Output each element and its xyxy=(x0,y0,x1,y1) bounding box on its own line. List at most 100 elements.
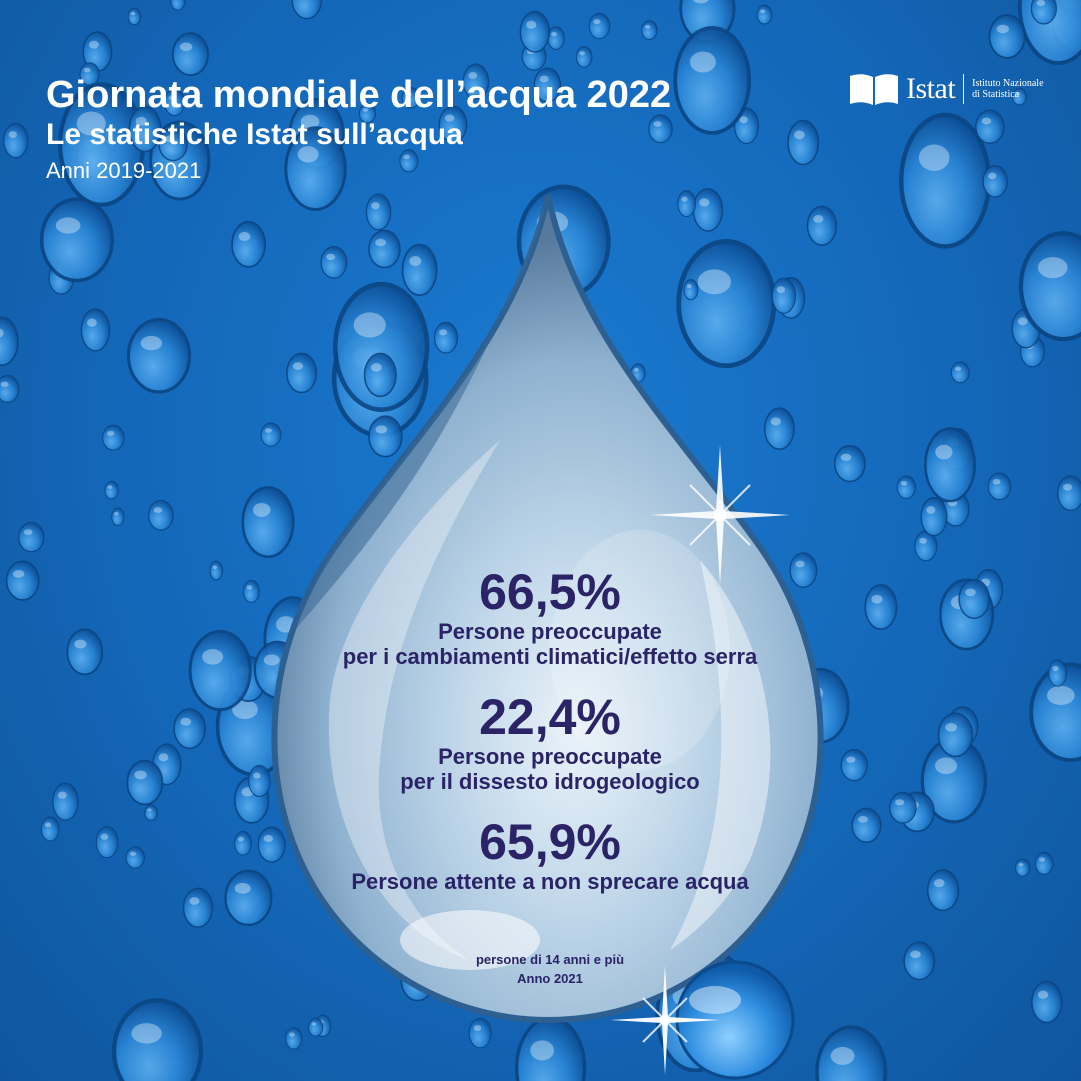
background-droplet xyxy=(368,229,401,269)
background-droplet xyxy=(1030,0,1058,25)
background-droplet xyxy=(209,560,224,581)
background-droplet xyxy=(286,352,318,394)
background-droplet xyxy=(95,825,119,859)
background-droplet xyxy=(234,830,253,856)
background-droplet xyxy=(285,1027,303,1050)
stat-value: 66,5% xyxy=(479,564,621,620)
background-droplet xyxy=(1057,475,1081,512)
background-droplet xyxy=(926,869,960,912)
background-droplet xyxy=(1018,231,1081,342)
background-droplet xyxy=(308,1017,324,1037)
background-droplet xyxy=(0,375,20,403)
footnote-population: persone di 14 anni e più xyxy=(475,952,625,967)
background-droplet xyxy=(126,318,192,394)
background-droplet xyxy=(462,63,490,100)
stat-label: Persone attente a non sprecare acqua xyxy=(351,869,749,894)
background-droplet xyxy=(0,316,19,366)
background-droplet xyxy=(468,1017,492,1049)
istat-logo: Istat Istituto Nazionale di Statistica xyxy=(848,68,1044,110)
stat-value: 22,4% xyxy=(479,689,621,745)
background-droplet xyxy=(1012,87,1027,106)
background-droplet xyxy=(39,197,114,283)
background-droplet xyxy=(950,361,970,384)
background-droplet xyxy=(164,88,185,117)
background-droplet xyxy=(763,407,795,450)
background-droplet xyxy=(104,480,119,500)
background-droplet xyxy=(170,0,186,11)
background-droplet xyxy=(257,826,286,863)
background-droplet xyxy=(126,759,164,806)
background-droplet xyxy=(173,708,206,750)
background-droplet xyxy=(683,279,699,301)
background-droplet xyxy=(673,26,752,135)
background-droplet xyxy=(248,764,271,798)
background-droplet xyxy=(789,552,818,588)
years-range: Anni 2019-2021 xyxy=(46,158,202,183)
background-droplet xyxy=(924,427,976,503)
background-droplet xyxy=(102,424,125,451)
background-droplet xyxy=(864,583,898,630)
background-droplet xyxy=(833,444,866,483)
background-droplet xyxy=(787,119,820,166)
page-subtitle: Le statistiche Istat sull’acqua xyxy=(46,118,463,151)
drop-highlight xyxy=(400,910,540,970)
background-droplet xyxy=(975,109,1005,144)
background-droplet xyxy=(365,193,392,231)
background-droplet xyxy=(648,114,673,144)
background-droplet xyxy=(399,149,419,173)
background-droplet xyxy=(79,62,100,86)
background-droplet xyxy=(320,245,348,279)
footnote-year: Anno 2021 xyxy=(517,971,583,986)
background-droplet xyxy=(1048,659,1068,687)
background-droplet xyxy=(433,321,459,354)
background-droplet xyxy=(260,422,282,447)
background-droplet xyxy=(291,0,323,20)
background-droplet xyxy=(363,352,397,398)
background-droplet xyxy=(920,496,948,537)
logo-wordmark: Istat xyxy=(906,72,956,105)
background-droplet xyxy=(519,10,551,53)
background-droplet xyxy=(889,791,917,824)
background-droplet xyxy=(533,67,562,103)
background-droplet xyxy=(641,20,658,41)
background-droplet xyxy=(40,816,60,842)
background-droplet xyxy=(128,105,162,153)
background-droplet xyxy=(401,243,438,297)
background-droplet xyxy=(937,712,974,758)
stat-label: per il dissesto idrogeologico xyxy=(400,769,700,794)
background-droplet xyxy=(896,475,917,500)
background-droplet xyxy=(243,579,260,604)
stat-label: Persone preoccupate xyxy=(438,619,662,644)
background-droplet xyxy=(125,846,145,869)
background-droplet xyxy=(188,629,252,712)
background-droplet xyxy=(1031,980,1063,1024)
background-droplet xyxy=(1034,851,1054,875)
background-droplet xyxy=(815,1025,888,1081)
background-droplet xyxy=(771,277,797,314)
stat-climate-change: 66,5% Persone preoccupate per i cambiame… xyxy=(270,565,830,669)
stat-label: per i cambiamenti climatici/effetto serr… xyxy=(342,644,758,669)
background-droplet xyxy=(988,14,1026,59)
stat-value: 65,9% xyxy=(479,814,621,870)
logo-divider xyxy=(963,74,965,104)
stat-label: Persone preoccupate xyxy=(438,744,662,769)
background-droplet xyxy=(358,103,377,124)
background-droplet xyxy=(224,869,273,927)
stat-hydrogeological: 22,4% Persone preoccupate per il dissest… xyxy=(270,690,830,794)
background-droplet xyxy=(1029,662,1081,763)
logo-line-1: Istituto Nazionale xyxy=(972,78,1044,89)
background-droplet xyxy=(148,499,174,531)
background-droplet xyxy=(182,887,214,928)
sparkle-top xyxy=(650,445,790,585)
background-droplet xyxy=(677,190,696,218)
background-droplet xyxy=(806,205,838,246)
background-droplet xyxy=(368,415,403,458)
background-droplet xyxy=(3,122,29,159)
background-droplet xyxy=(284,126,347,211)
background-droplet xyxy=(18,522,45,553)
logo-line-2: di Statistica xyxy=(972,89,1020,100)
background-droplet xyxy=(333,281,430,412)
background-droplet xyxy=(5,560,40,601)
drop-reflection-left xyxy=(328,440,500,960)
